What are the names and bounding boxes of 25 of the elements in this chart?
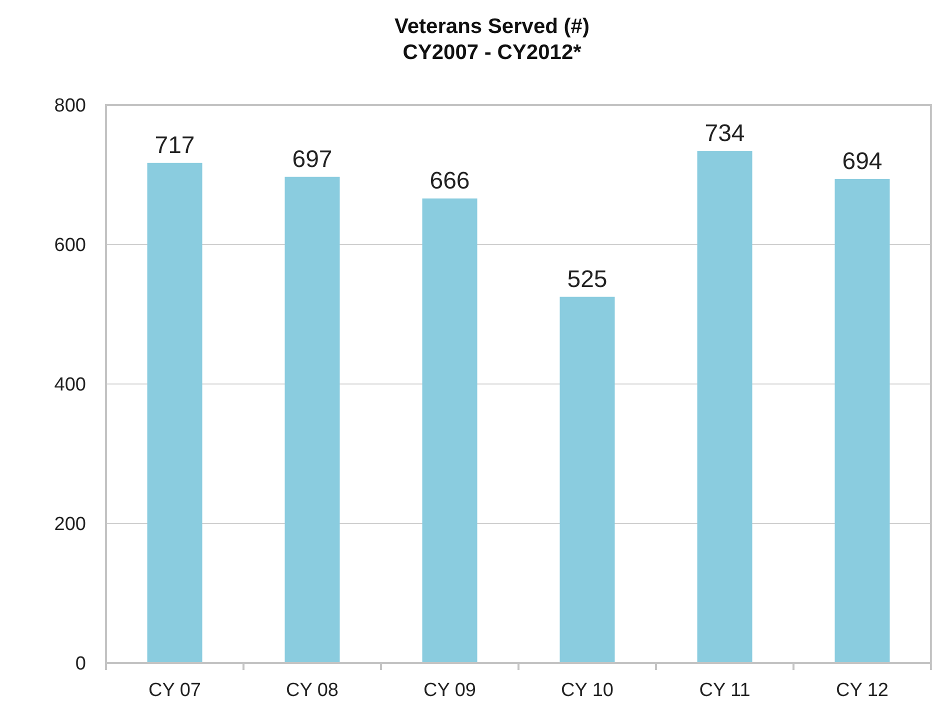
data-label: 525	[567, 266, 608, 293]
bar	[422, 198, 478, 663]
y-tick-label: 600	[54, 235, 86, 256]
data-label: 666	[430, 167, 470, 194]
data-label: 717	[154, 132, 195, 159]
x-tick-label: CY 07	[148, 680, 201, 701]
bar	[147, 162, 202, 663]
data-label: 734	[704, 120, 745, 148]
bar	[697, 151, 752, 663]
x-tick-label: CY 09	[424, 680, 476, 701]
bar	[834, 178, 890, 663]
y-tick-label: 200	[54, 514, 86, 536]
data-label: 697	[292, 146, 332, 173]
y-tick-label: 400	[54, 374, 86, 396]
x-tick-label: CY 08	[286, 680, 338, 701]
x-tick-label: CY 12	[836, 680, 888, 701]
x-tick-label: CY 11	[699, 680, 750, 701]
data-label: 694	[842, 148, 882, 175]
bar	[560, 296, 615, 663]
bar	[284, 176, 340, 663]
chart-title: Veterans Served (#)	[394, 15, 590, 38]
x-tick-label: CY 10	[561, 680, 614, 701]
y-tick-label: 800	[54, 96, 86, 117]
y-tick-label: 0	[75, 654, 86, 675]
chart-subtitle: CY2007 - CY2012*	[402, 41, 582, 64]
